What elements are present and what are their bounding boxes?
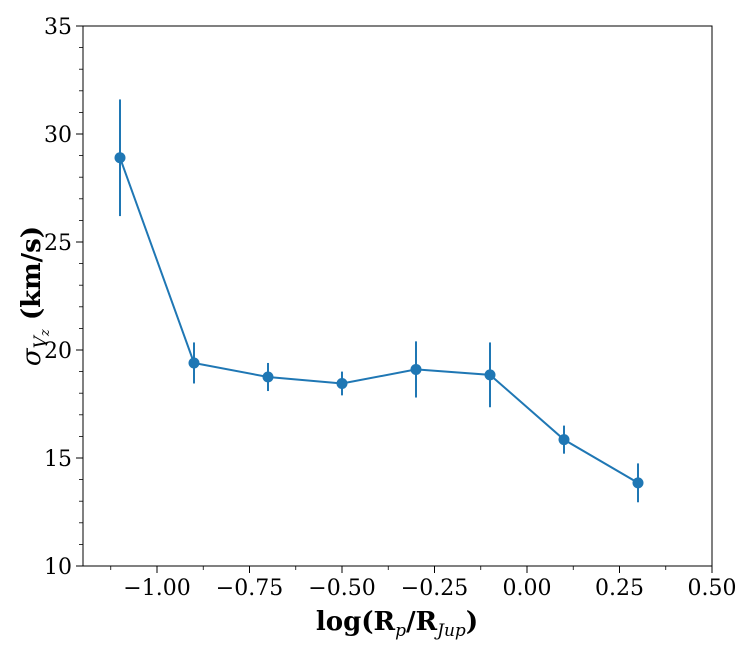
y-axis-label-subsub: z xyxy=(38,329,53,337)
y-tick-label: 15 xyxy=(44,447,72,472)
x-axis-label-prefix: log(R xyxy=(316,607,396,637)
y-axis-label-units: (km/s) xyxy=(17,226,47,329)
y-tick-label: 20 xyxy=(44,339,72,364)
x-tick-label: −0.25 xyxy=(401,576,468,601)
data-point xyxy=(410,363,422,375)
x-tick-label: 0.00 xyxy=(503,576,552,601)
data-point xyxy=(114,152,126,164)
y-axis-label: σVz (km/s) xyxy=(17,226,53,366)
x-tick-label: −1.00 xyxy=(123,576,190,601)
y-tick-label: 35 xyxy=(44,15,72,40)
x-tick-label: 0.25 xyxy=(595,576,644,601)
axis-ticks: −1.00 −0.75 −0.50 −0.25 0.00 0.25 0.50 10 15 20 25… xyxy=(44,15,736,601)
plot-frame xyxy=(82,25,713,567)
data-point xyxy=(262,371,274,383)
x-axis-label-mid: /R xyxy=(406,607,437,637)
data-point xyxy=(188,357,200,369)
data-point xyxy=(336,377,348,389)
y-axis-label-symbol: σ xyxy=(17,347,47,366)
x-axis-label-sub2: Jup xyxy=(434,621,466,641)
data-point xyxy=(484,369,496,381)
y-tick-label: 25 xyxy=(44,231,72,256)
data-point xyxy=(632,477,644,489)
plot-marks xyxy=(114,99,644,503)
data-point xyxy=(558,434,570,446)
x-axis-label-sub1: p xyxy=(395,621,406,641)
x-tick-label: −0.50 xyxy=(308,576,375,601)
series-line xyxy=(119,157,639,484)
x-tick-label: 0.50 xyxy=(688,576,737,601)
x-axis-label: log(Rp/RJup) xyxy=(316,607,478,641)
x-tick-label: −0.75 xyxy=(216,576,283,601)
x-axis-label-suffix: ) xyxy=(466,607,478,637)
y-tick-label: 10 xyxy=(44,555,72,580)
y-tick-label: 30 xyxy=(44,123,72,148)
y-axis-label-sub: V xyxy=(31,334,51,348)
